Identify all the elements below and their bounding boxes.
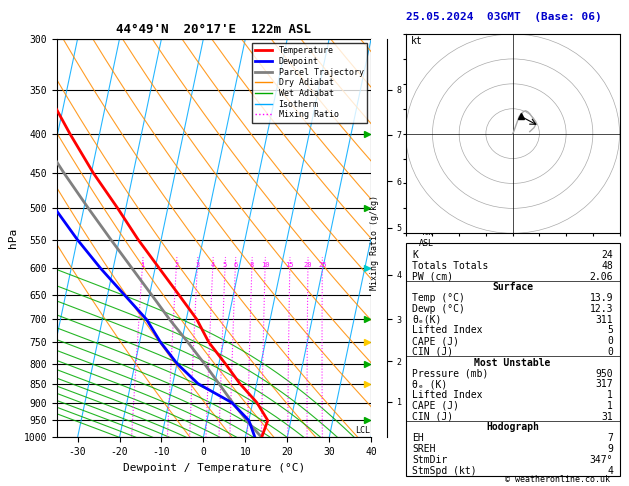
Text: Totals Totals: Totals Totals [412,261,489,271]
Text: 317: 317 [596,379,613,389]
Text: © weatheronline.co.uk: © weatheronline.co.uk [505,474,610,484]
Text: 8: 8 [250,262,254,268]
Text: 9: 9 [607,444,613,454]
Text: CIN (J): CIN (J) [412,412,454,422]
Text: 0: 0 [607,347,613,357]
Text: Most Unstable: Most Unstable [474,358,551,368]
Text: PW (cm): PW (cm) [412,272,454,281]
Text: 1: 1 [607,390,613,400]
Text: 48: 48 [601,261,613,271]
Text: θₑ(K): θₑ(K) [412,314,442,325]
Text: 20: 20 [304,262,312,268]
Text: 15: 15 [286,262,294,268]
Text: Hodograph: Hodograph [486,422,539,433]
Text: Temp (°C): Temp (°C) [412,293,465,303]
Text: 13.9: 13.9 [589,293,613,303]
Text: Dewp (°C): Dewp (°C) [412,304,465,314]
Text: 5: 5 [223,262,227,268]
Text: 25.05.2024  03GMT  (Base: 06): 25.05.2024 03GMT (Base: 06) [406,12,601,22]
Text: EH: EH [412,433,424,443]
Text: K: K [412,250,418,260]
Text: 2: 2 [174,262,179,268]
Text: CAPE (J): CAPE (J) [412,336,459,346]
Text: 6: 6 [233,262,237,268]
Text: LCL: LCL [355,426,370,435]
Text: SREH: SREH [412,444,436,454]
Text: kt: kt [411,36,423,46]
Text: 4: 4 [211,262,215,268]
Text: 2.06: 2.06 [589,272,613,281]
Text: Lifted Index: Lifted Index [412,390,482,400]
Text: StmDir: StmDir [412,455,447,465]
Text: Lifted Index: Lifted Index [412,326,482,335]
Text: StmSpd (kt): StmSpd (kt) [412,466,477,475]
Text: Mixing Ratio (g/kg): Mixing Ratio (g/kg) [370,195,379,291]
Text: 24: 24 [601,250,613,260]
Y-axis label: hPa: hPa [8,228,18,248]
Text: 31: 31 [601,412,613,422]
Text: 0: 0 [607,336,613,346]
Text: 25: 25 [318,262,326,268]
Text: 3: 3 [195,262,199,268]
Text: 5: 5 [607,326,613,335]
Text: Surface: Surface [492,282,533,292]
Title: 44°49'N  20°17'E  122m ASL: 44°49'N 20°17'E 122m ASL [116,23,311,36]
Text: Pressure (mb): Pressure (mb) [412,368,489,379]
Y-axis label: km
ASL: km ASL [419,228,434,248]
Text: 12.3: 12.3 [589,304,613,314]
Text: 1: 1 [607,401,613,411]
Text: 10: 10 [261,262,269,268]
Legend: Temperature, Dewpoint, Parcel Trajectory, Dry Adiabat, Wet Adiabat, Isotherm, Mi: Temperature, Dewpoint, Parcel Trajectory… [252,43,367,122]
Text: 950: 950 [596,368,613,379]
X-axis label: Dewpoint / Temperature (°C): Dewpoint / Temperature (°C) [123,463,305,473]
Text: 4: 4 [607,466,613,475]
Text: CIN (J): CIN (J) [412,347,454,357]
Text: θₑ (K): θₑ (K) [412,379,447,389]
Text: 7: 7 [607,433,613,443]
Text: 347°: 347° [589,455,613,465]
Text: 311: 311 [596,314,613,325]
Text: CAPE (J): CAPE (J) [412,401,459,411]
Text: 1: 1 [140,262,145,268]
